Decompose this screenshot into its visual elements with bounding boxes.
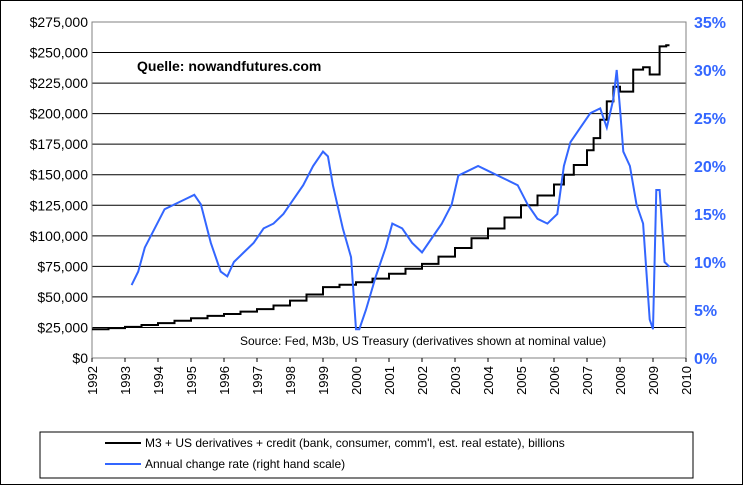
legend-label-m3: M3 + US derivatives + credit (bank, cons… [145, 436, 565, 450]
x-axis-ticks: 1992 1993 1994 1995 1996 1997 1998 1999 2000 2001… [85, 358, 694, 395]
x-tick-label-1: 1993 [118, 366, 133, 395]
left-tick-label-5: $125,000 [30, 197, 89, 213]
series-m3-line [92, 44, 670, 331]
x-tick-label-4: 1996 [217, 366, 232, 395]
legend-label-change: Annual change rate (right hand scale) [145, 457, 345, 471]
right-tick-label-7: 35% [694, 15, 726, 32]
left-tick-label-6: $150,000 [30, 167, 89, 183]
series-change-group [130, 69, 671, 331]
x-tick-label-13: 2005 [514, 366, 529, 395]
left-axis-ticks: $0 $25,000 $50,000 $75,000 $100,000 $125,000 $… [30, 14, 89, 366]
x-tick-label-0: 1992 [85, 366, 100, 395]
x-tick-label-5: 1997 [250, 366, 265, 395]
series-change-line [130, 69, 671, 331]
x-tick-label-9: 2001 [382, 366, 397, 395]
right-tick-label-6: 30% [694, 63, 726, 80]
x-tick-label-11: 2003 [448, 366, 463, 395]
x-tick-label-3: 1995 [184, 366, 199, 395]
x-tick-label-7: 1999 [316, 366, 331, 395]
left-tick-label-0: $0 [72, 350, 88, 366]
left-tick-label-2: $50,000 [37, 289, 88, 305]
right-tick-label-1: 5% [694, 303, 717, 320]
left-tick-label-11: $275,000 [30, 14, 89, 30]
legend-box [39, 431, 694, 479]
left-tick-label-9: $225,000 [30, 75, 89, 91]
right-tick-label-3: 15% [694, 207, 726, 224]
x-tick-label-15: 2007 [580, 366, 595, 395]
x-tick-label-16: 2008 [613, 366, 628, 395]
x-tick-label-18: 2010 [679, 366, 694, 395]
series-m3-group [92, 44, 670, 331]
x-tick-label-2: 1994 [151, 366, 166, 395]
x-tick-label-8: 2000 [349, 366, 364, 395]
x-tick-label-14: 2006 [547, 366, 562, 395]
x-tick-label-10: 2002 [415, 366, 430, 395]
right-tick-label-4: 20% [694, 159, 726, 176]
right-axis-ticks: 0% 5% 10% 15% 20% 25% 30% 35% [694, 15, 726, 368]
x-tick-label-6: 1998 [283, 366, 298, 395]
left-tick-label-10: $250,000 [30, 45, 89, 61]
source-annotation-top: Quelle: nowandfutures.com [137, 58, 321, 74]
left-tick-label-7: $175,000 [30, 136, 89, 152]
left-tick-label-4: $100,000 [30, 228, 89, 244]
right-tick-label-2: 10% [694, 255, 726, 272]
x-tick-label-12: 2004 [481, 366, 496, 395]
right-tick-label-5: 25% [694, 111, 726, 128]
left-tick-label-8: $200,000 [30, 106, 89, 122]
x-tick-label-17: 2009 [646, 366, 661, 395]
legend: M3 + US derivatives + credit (bank, cons… [39, 431, 694, 479]
source-annotation-bottom: Source: Fed, M3b, US Treasury (derivativ… [240, 334, 606, 348]
left-tick-label-1: $25,000 [37, 319, 88, 335]
right-tick-label-0: 0% [694, 351, 717, 368]
left-tick-label-3: $75,000 [37, 258, 88, 274]
